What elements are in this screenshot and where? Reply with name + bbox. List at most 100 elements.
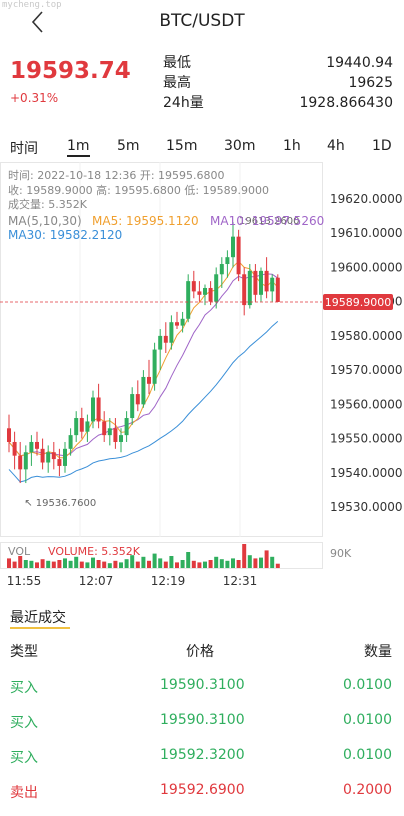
col-price-header: 价格 [186, 644, 214, 660]
trade-row: 买入 19592.3200 0.0100 [0, 747, 404, 781]
volume-bar [219, 559, 224, 568]
time-tick-label: 12:07 [79, 574, 114, 588]
stat-label: 最低 [163, 55, 191, 71]
volume-bar [130, 555, 135, 568]
volume-bar [242, 544, 247, 568]
volume-bar [91, 557, 95, 568]
candle-body [135, 394, 140, 405]
trade-price: 19590.3100 [160, 677, 245, 693]
tab-4h[interactable]: 4h [327, 138, 345, 154]
candles [7, 222, 280, 484]
volume-bar [63, 558, 67, 568]
candle-body [197, 291, 202, 295]
volume-bar [169, 556, 174, 568]
price-tick-label: 19560.0000 [330, 397, 403, 411]
candle-body [191, 281, 196, 292]
candle-body [51, 452, 56, 460]
candle-body [175, 322, 179, 326]
volume-bar [275, 563, 280, 568]
volume-bar [270, 556, 275, 568]
volume-bar [35, 562, 39, 568]
ma30-label: MA30: 19582.2120 [8, 228, 122, 242]
volume-bar [152, 553, 157, 568]
tab-30m[interactable]: 30m [224, 138, 256, 154]
candle-body [259, 270, 263, 295]
stat-label: 24h量 [163, 95, 204, 111]
candle-body [23, 452, 28, 470]
trade-type: 买入 [10, 680, 38, 696]
volume-bar [175, 562, 179, 568]
volume-bar [231, 558, 235, 568]
ma-title: MA(5,10,30) [8, 214, 82, 228]
volume-bar [68, 560, 73, 568]
volume-bar [236, 560, 241, 568]
tab-1h[interactable]: 1h [283, 138, 301, 154]
volume-panel-frame [0, 542, 323, 569]
candle-body [163, 335, 168, 343]
trade-row: 卖出 19592.6900 0.2000 [0, 782, 404, 816]
volume-bar [225, 560, 230, 568]
volume-bar [119, 562, 123, 568]
candle-body [124, 418, 129, 436]
candle-body [264, 270, 269, 292]
candle-body [180, 318, 185, 326]
volume-bar [29, 560, 34, 568]
volume-bar [214, 556, 219, 568]
volume-bar [158, 558, 163, 568]
candle-body [242, 274, 247, 306]
volume-bar [147, 560, 151, 568]
ma10-path [8, 273, 279, 457]
volume-bar [259, 557, 263, 568]
stat-value: 1928.866430 [299, 95, 393, 111]
tab-time[interactable]: 时间 [10, 141, 38, 157]
candle-body [46, 452, 51, 463]
candle-body [12, 441, 17, 456]
trade-type: 买入 [10, 750, 38, 766]
stat-high: 最高 19625 [163, 73, 393, 93]
volume-bar [18, 556, 23, 568]
trade-row: 买入 19590.3100 0.0100 [0, 677, 404, 711]
volume-bar [74, 556, 79, 568]
volume-bar [124, 559, 129, 568]
volume-bar [208, 560, 213, 568]
volume-bar [163, 561, 168, 568]
ma10-line [8, 273, 279, 457]
candle-body [29, 441, 34, 453]
volume-bar [264, 550, 269, 568]
low-marker-label: ↖ 19536.7600 [24, 498, 96, 509]
price-tick-label: 19600.0000 [330, 260, 403, 274]
candle-body [219, 264, 224, 275]
recent-trades-underline [10, 627, 70, 629]
page-title: BTC/USDT [159, 11, 245, 31]
kline-chart[interactable]: 19620.000019610.000019600.000019590.0000… [0, 162, 404, 594]
back-arrow-icon[interactable] [26, 8, 50, 36]
candle-body [102, 421, 107, 436]
tab-1d[interactable]: 1D [372, 138, 392, 154]
volume-bar [107, 563, 112, 568]
volume-bar [12, 561, 17, 568]
price-tick-label: 19580.0000 [330, 329, 403, 343]
candle-body [63, 448, 67, 466]
volume-bar [135, 561, 140, 568]
tab-1m[interactable]: 1m [67, 138, 90, 157]
candle-body [169, 322, 174, 343]
time-tick-label: 12:31 [223, 574, 258, 588]
ma30-line [8, 321, 279, 483]
trade-amount: 0.0100 [343, 712, 392, 728]
time-axis: 11:55 12:07 12:19 12:31 [7, 574, 258, 588]
candle-body [270, 277, 275, 292]
volume-bar [57, 560, 62, 568]
recent-trades-title: 最近成交 [10, 610, 66, 626]
tab-5m[interactable]: 5m [117, 138, 140, 154]
candle-body [35, 441, 39, 449]
stat-value: 19440.94 [326, 55, 393, 71]
trade-amount: 0.0100 [343, 747, 392, 763]
candle-body [253, 270, 258, 295]
candle-body [85, 421, 90, 432]
volume-bar [96, 560, 101, 568]
tab-15m[interactable]: 15m [166, 138, 198, 154]
candle-body [152, 349, 157, 384]
volume-bar [203, 561, 207, 568]
candle-body [119, 435, 123, 442]
candle-body [225, 257, 230, 265]
